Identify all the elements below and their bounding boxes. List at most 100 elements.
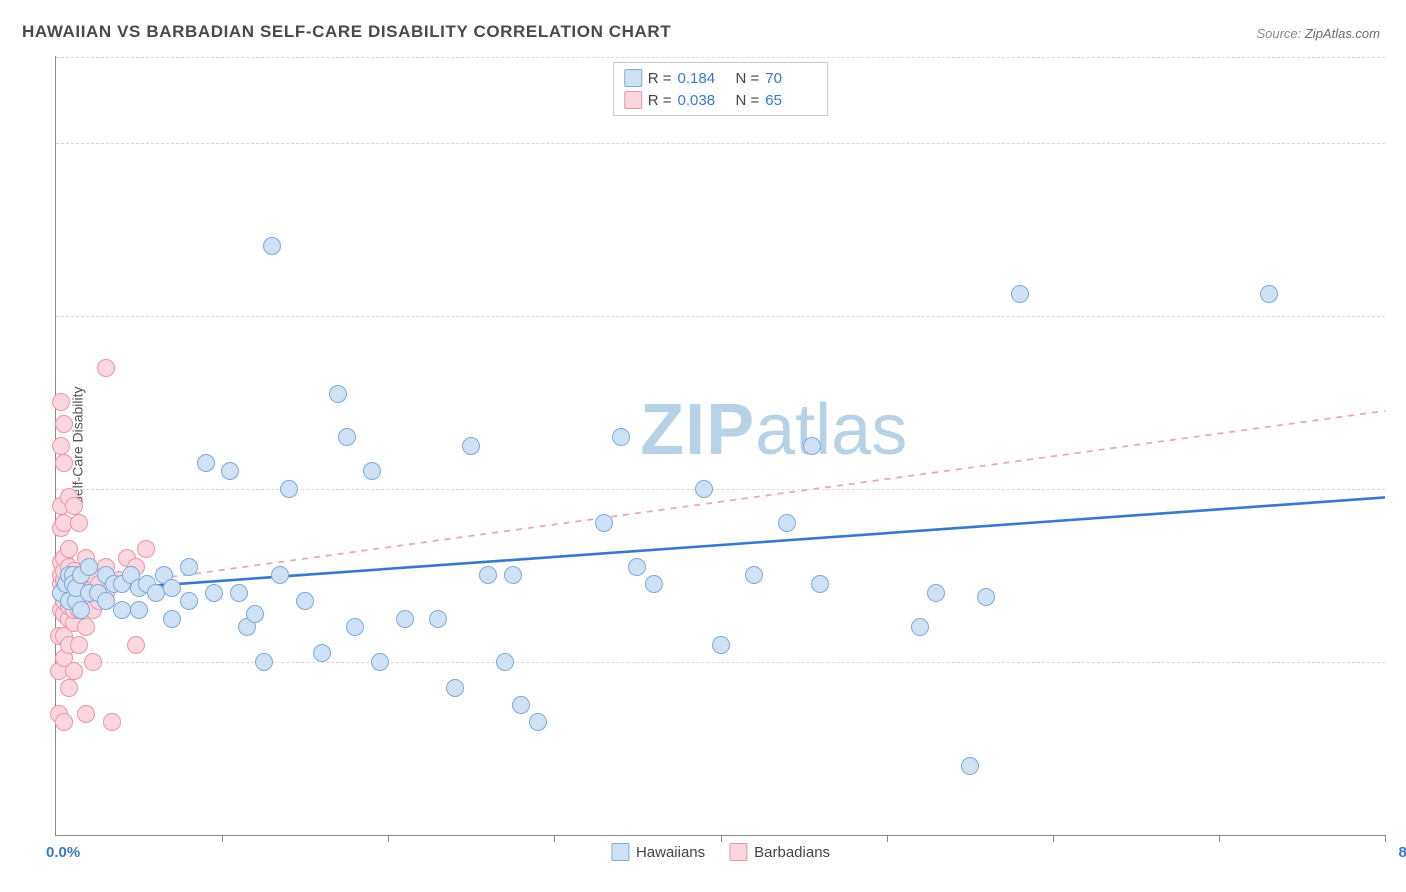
- scatter-marker-hawaiians: [628, 558, 646, 576]
- scatter-marker-hawaiians: [803, 437, 821, 455]
- legend-stats-row-hawaiians: R = 0.184 N = 70: [624, 67, 818, 89]
- legend-stats-row-barbadians: R =0.038N =65: [624, 89, 818, 111]
- scatter-marker-barbadians: [55, 415, 73, 433]
- scatter-marker-hawaiians: [977, 588, 995, 606]
- x-tick: [388, 835, 389, 842]
- gridline-h: [56, 57, 1385, 58]
- scatter-marker-hawaiians: [246, 605, 264, 623]
- scatter-marker-hawaiians: [230, 584, 248, 602]
- legend-swatch-barbadians: [729, 843, 747, 861]
- scatter-marker-hawaiians: [80, 558, 98, 576]
- scatter-marker-barbadians: [65, 662, 83, 680]
- legend-swatch-hawaiians: [611, 843, 629, 861]
- gridline-h: [56, 489, 1385, 490]
- scatter-marker-hawaiians: [180, 592, 198, 610]
- scatter-marker-hawaiians: [371, 653, 389, 671]
- n-value-hawaiians: 70: [765, 70, 817, 87]
- scatter-marker-hawaiians: [396, 610, 414, 628]
- scatter-marker-hawaiians: [263, 237, 281, 255]
- scatter-marker-barbadians: [55, 713, 73, 731]
- scatter-marker-hawaiians: [927, 584, 945, 602]
- r-value-hawaiians: 0.184: [678, 70, 730, 87]
- x-axis-max-label: 80.0%: [1398, 844, 1406, 861]
- scatter-marker-hawaiians: [197, 454, 215, 472]
- legend-swatch-barbadians: [624, 91, 642, 109]
- scatter-marker-hawaiians: [72, 601, 90, 619]
- scatter-marker-barbadians: [52, 437, 70, 455]
- n-value-barbadians: 65: [765, 92, 817, 109]
- x-tick: [1053, 835, 1054, 842]
- scatter-marker-hawaiians: [130, 601, 148, 619]
- scatter-marker-hawaiians: [645, 575, 663, 593]
- trend-lines: [56, 56, 1385, 835]
- scatter-marker-barbadians: [127, 636, 145, 654]
- r-label: R =: [648, 70, 672, 87]
- legend-label-hawaiians: Hawaiians: [636, 844, 705, 861]
- scatter-marker-hawaiians: [180, 558, 198, 576]
- scatter-marker-hawaiians: [712, 636, 730, 654]
- scatter-marker-barbadians: [60, 679, 78, 697]
- trendline-barbadians-extrapolated: [147, 411, 1385, 580]
- scatter-marker-hawaiians: [271, 566, 289, 584]
- gridline-h: [56, 143, 1385, 144]
- x-tick: [1219, 835, 1220, 842]
- scatter-marker-barbadians: [137, 540, 155, 558]
- scatter-marker-hawaiians: [595, 514, 613, 532]
- scatter-marker-hawaiians: [695, 480, 713, 498]
- source-attribution: Source: ZipAtlas.com: [1256, 26, 1380, 41]
- scatter-marker-hawaiians: [363, 462, 381, 480]
- scatter-marker-barbadians: [77, 705, 95, 723]
- scatter-marker-hawaiians: [338, 428, 356, 446]
- scatter-marker-barbadians: [77, 618, 95, 636]
- legend-swatch-hawaiians: [624, 69, 642, 87]
- scatter-marker-hawaiians: [296, 592, 314, 610]
- scatter-marker-barbadians: [84, 653, 102, 671]
- scatter-marker-hawaiians: [911, 618, 929, 636]
- scatter-marker-barbadians: [55, 454, 73, 472]
- x-axis-origin-label: 0.0%: [46, 844, 80, 861]
- scatter-marker-hawaiians: [479, 566, 497, 584]
- legend-label-barbadians: Barbadians: [754, 844, 830, 861]
- trendline-hawaiians: [56, 497, 1385, 592]
- watermark-zip: ZIP: [640, 390, 755, 470]
- scatter-marker-hawaiians: [221, 462, 239, 480]
- legend-item-barbadians: Barbadians: [729, 843, 830, 861]
- scatter-marker-hawaiians: [313, 644, 331, 662]
- legend-bottom: Hawaiians Barbadians: [611, 843, 830, 861]
- scatter-plot: ZIPatlas R =0.184N =70R =0.038N =65 0.0%…: [55, 56, 1385, 836]
- watermark: ZIPatlas: [640, 389, 907, 471]
- x-tick: [222, 835, 223, 842]
- watermark-atlas: atlas: [755, 390, 907, 470]
- x-tick: [721, 835, 722, 842]
- scatter-marker-barbadians: [103, 713, 121, 731]
- x-tick: [887, 835, 888, 842]
- scatter-marker-hawaiians: [147, 584, 165, 602]
- scatter-marker-hawaiians: [1260, 285, 1278, 303]
- scatter-marker-hawaiians: [346, 618, 364, 636]
- scatter-marker-barbadians: [70, 514, 88, 532]
- source-link[interactable]: ZipAtlas.com: [1305, 26, 1380, 41]
- legend-item-hawaiians: Hawaiians: [611, 843, 705, 861]
- source-prefix: Source:: [1256, 26, 1304, 41]
- scatter-marker-hawaiians: [329, 385, 347, 403]
- legend-stats-box: R =0.184N =70R =0.038N =65: [613, 62, 829, 116]
- scatter-marker-hawaiians: [97, 592, 115, 610]
- scatter-marker-hawaiians: [163, 610, 181, 628]
- r-value-barbadians: 0.038: [678, 92, 730, 109]
- scatter-marker-barbadians: [97, 359, 115, 377]
- scatter-marker-hawaiians: [255, 653, 273, 671]
- scatter-marker-barbadians: [70, 636, 88, 654]
- r-label: R =: [648, 92, 672, 109]
- scatter-marker-hawaiians: [529, 713, 547, 731]
- n-label: N =: [736, 70, 760, 87]
- scatter-marker-hawaiians: [1011, 285, 1029, 303]
- scatter-marker-barbadians: [52, 393, 70, 411]
- scatter-marker-hawaiians: [163, 579, 181, 597]
- scatter-marker-hawaiians: [745, 566, 763, 584]
- scatter-marker-hawaiians: [113, 601, 131, 619]
- scatter-marker-hawaiians: [496, 653, 514, 671]
- scatter-marker-hawaiians: [811, 575, 829, 593]
- scatter-marker-hawaiians: [512, 696, 530, 714]
- chart-title: HAWAIIAN VS BARBADIAN SELF-CARE DISABILI…: [22, 22, 671, 42]
- scatter-marker-barbadians: [60, 540, 78, 558]
